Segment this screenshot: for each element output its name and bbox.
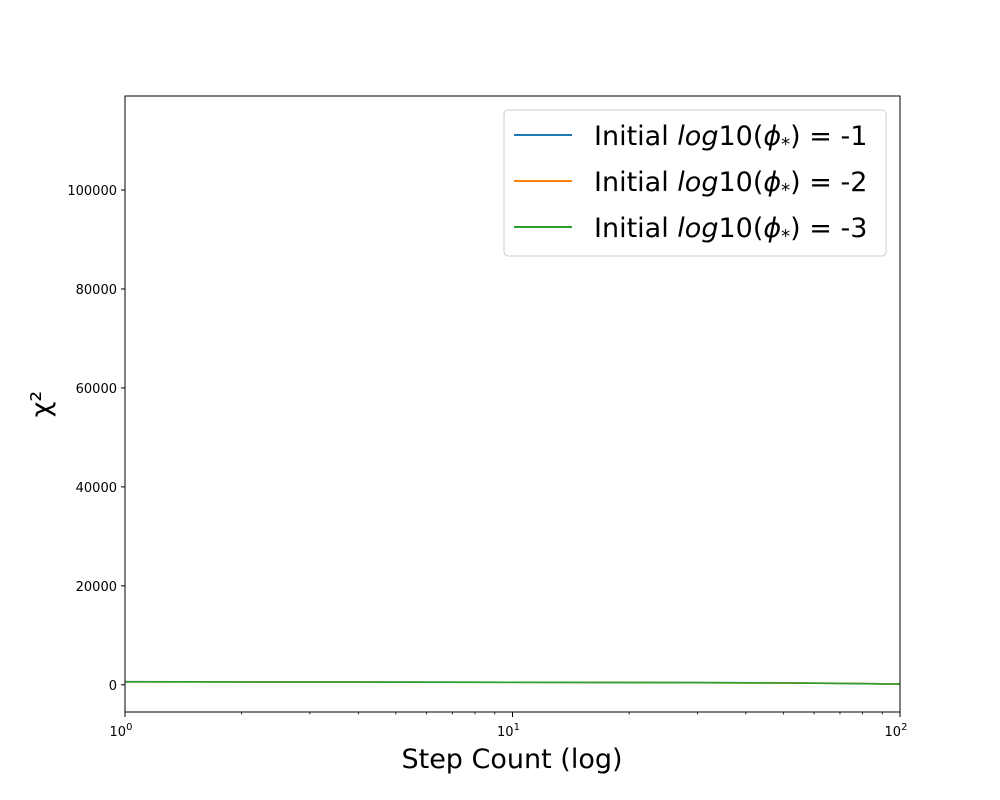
y-tick-label: 100000 bbox=[67, 184, 117, 199]
y-axis-label: χ² bbox=[26, 391, 57, 417]
legend-label: Initial log10(ϕ*) = -1 bbox=[594, 121, 867, 155]
x-tick-exponent: 2 bbox=[901, 722, 907, 733]
legend: Initial log10(ϕ*) = -1 Initial log10(ϕ*) … bbox=[503, 109, 887, 257]
series-layer bbox=[124, 680, 901, 685]
y-tick-label: 0 bbox=[109, 679, 117, 694]
legend-box bbox=[503, 109, 887, 257]
x-tick-exponent: 0 bbox=[126, 722, 132, 733]
x-axis-label: Step Count (log) bbox=[401, 744, 622, 775]
legend-label: Initial log10(ϕ*) = -2 bbox=[594, 167, 867, 201]
y-tick-label: 60000 bbox=[76, 382, 117, 397]
legend-label: Initial log10(ϕ*) = -3 bbox=[594, 213, 867, 247]
x-tick-exponent: 1 bbox=[514, 722, 520, 733]
y-axis: 0 20000 40000 60000 80000 100000 bbox=[67, 184, 125, 694]
y-tick-label: 40000 bbox=[76, 481, 117, 496]
y-tick-label: 80000 bbox=[76, 283, 117, 298]
series-line-3 bbox=[124, 681, 901, 685]
y-tick-label: 20000 bbox=[76, 580, 117, 595]
